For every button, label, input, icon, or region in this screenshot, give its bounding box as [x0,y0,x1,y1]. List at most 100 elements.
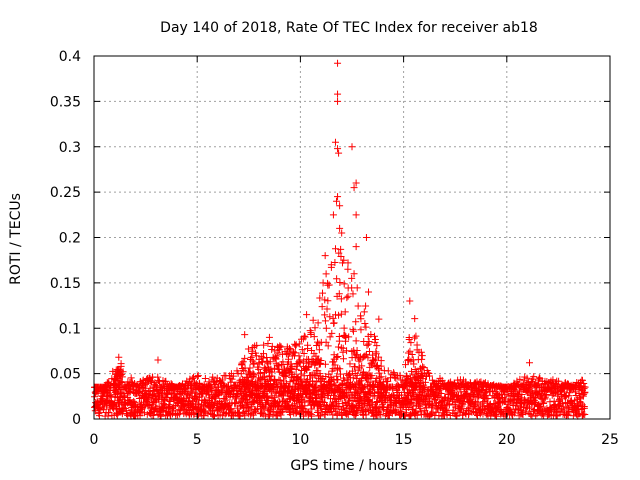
data-point [329,365,337,373]
data-point [186,375,194,383]
data-point [323,305,331,313]
data-point [147,377,155,385]
data-point [577,406,585,414]
data-point [335,332,343,340]
data-point [516,375,524,383]
data-point [353,284,361,292]
data-point [368,372,376,380]
data-point [276,376,284,384]
data-point [326,333,334,341]
data-point [565,392,573,400]
data-point [343,347,351,355]
x-tick-label: 5 [193,432,202,448]
data-point [115,353,123,361]
data-point [367,330,375,338]
data-point [316,359,324,367]
data-point [365,378,373,386]
data-point [285,344,293,352]
data-point [229,372,237,380]
data-point [264,393,272,401]
plot-frame [93,55,611,420]
data-point [352,410,360,418]
data-point [241,354,249,362]
data-point [319,398,327,406]
data-point [564,409,572,417]
data-point [292,342,300,350]
data-point [331,138,339,146]
data-point [362,323,370,331]
y-tick-label: 0.05 [50,367,81,383]
data-point [384,367,392,375]
data-point [365,347,373,355]
data-point [358,362,366,370]
data-point [141,402,149,410]
data-point [322,338,330,346]
data-point [362,234,370,241]
data-point [201,374,209,382]
data-point [304,345,312,353]
data-point [324,342,332,350]
data-point [268,342,276,350]
data-point [526,359,534,367]
data-point [321,317,329,325]
data-point [277,343,285,351]
data-point [298,346,306,354]
data-point [377,373,385,381]
data-point [578,376,586,384]
data-point [261,405,269,413]
data-point [303,311,311,319]
data-point [339,355,347,363]
data-point [241,412,249,420]
data-point [484,394,492,402]
data-point [580,404,588,412]
data-point [299,393,307,401]
data-point [410,360,418,368]
data-point [525,404,533,412]
data-point [377,411,385,419]
data-point [314,319,322,327]
data-point [412,332,420,340]
data-point [321,360,329,368]
data-point [256,394,264,402]
data-point [321,296,329,304]
data-point [301,333,309,341]
x-tick-label: 10 [291,432,309,448]
data-point [334,352,342,360]
data-point [341,308,349,316]
data-point [300,332,308,340]
data-point [309,316,317,324]
data-point [319,279,327,287]
data-point [119,368,127,376]
data-point [373,361,381,369]
data-point [324,297,332,305]
data-point [322,324,330,332]
data-point [333,353,341,361]
data-point [404,349,412,357]
data-point [345,333,353,341]
y-axis-label: ROTI / TECUs [8,193,24,285]
data-point [390,370,398,378]
data-point [565,408,573,416]
data-point [541,395,549,403]
data-point [348,143,356,151]
data-point [218,376,226,384]
data-point [346,360,354,368]
data-point [253,341,261,349]
data-point [331,394,339,402]
data-point [555,377,563,385]
data-point [270,385,278,393]
data-point [96,406,104,414]
data-point [292,341,300,349]
data-point [340,256,348,264]
data-point [290,400,298,408]
data-point [271,354,279,362]
data-point [117,393,125,401]
data-point [285,401,293,409]
data-point [327,261,335,269]
data-point [365,288,373,296]
data-point [117,378,125,386]
data-point [151,379,159,387]
data-point [513,395,521,403]
data-point [337,253,345,261]
data-point [482,410,490,418]
